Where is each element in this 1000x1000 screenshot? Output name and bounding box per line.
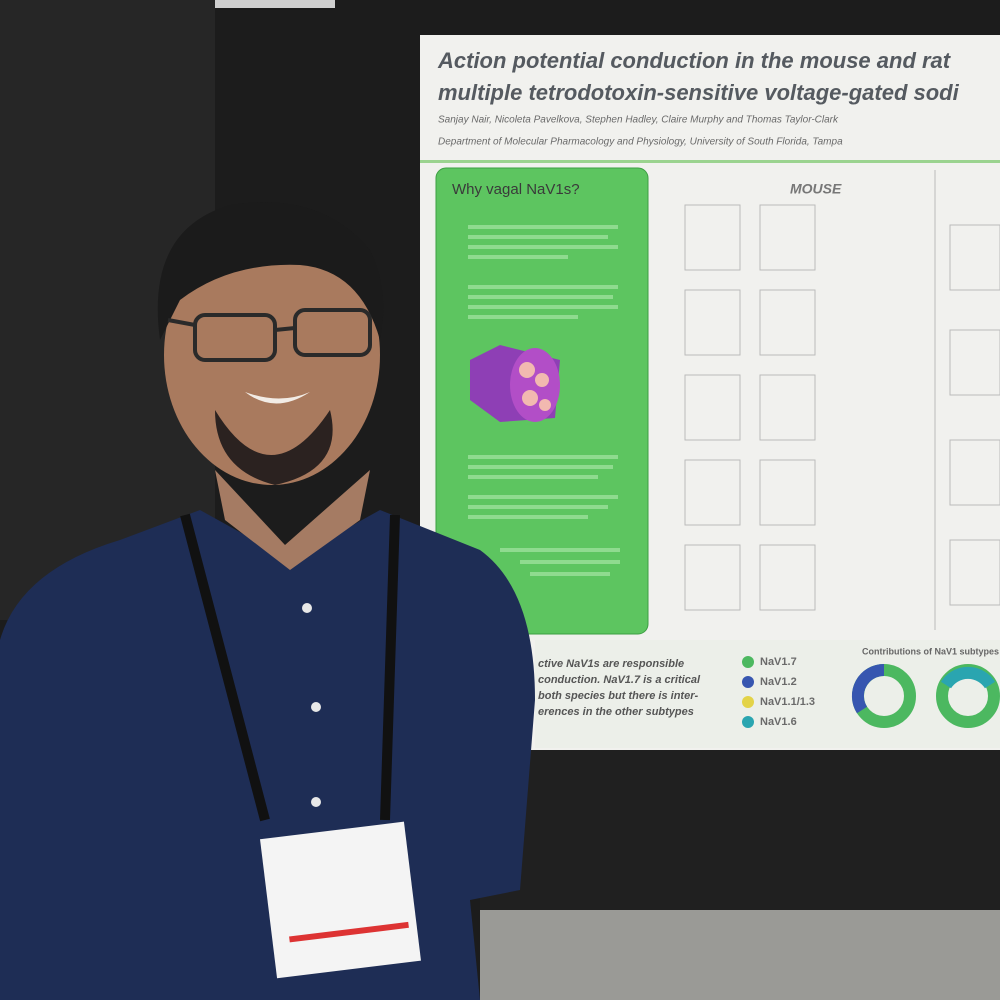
beard [215,410,333,485]
legend-label: NaV1.7 [760,656,797,668]
badge [260,821,421,979]
person [0,202,535,1000]
buttons [302,603,321,807]
panel-title: Why vagal NaV1s? [452,181,580,198]
legend-dot [742,696,754,708]
divider [420,160,1000,163]
section-label: MOUSE [790,181,842,197]
glasses [167,308,372,362]
teeth [245,392,310,404]
nerve-icon [470,345,560,422]
floor [480,900,1000,1000]
legend-label: NaV1.1/1.3 [760,696,815,708]
legend-label: NaV1.2 [760,676,797,688]
figure-grid [684,170,1000,630]
conclusion: both species but there is inter- [538,690,698,702]
poster-title: Action potential conduction in the mouse… [437,48,952,73]
affiliation: Department of Molecular Pharmacology and… [438,137,843,148]
hair [157,202,384,340]
donut-title: Contributions of NaV1 subtypes [862,646,999,656]
conclusion: conduction. NaV1.7 is a critical [538,674,701,686]
panel-text [468,225,620,576]
neck [215,470,370,570]
donut-segment [940,666,996,689]
legend-dot [742,716,754,728]
badge-stripe [289,921,409,943]
conclusion: erences in the other subtypes [538,706,694,718]
poster-title: multiple tetrodotoxin-sensitive voltage-… [438,80,960,105]
legend-dot [742,656,754,668]
authors: Sanjay Nair, Nicoleta Pavelkova, Stephen… [438,115,839,126]
legend-label: NaV1.6 [760,716,797,728]
conclusion-box [535,640,1000,748]
conclusion: ctive NaV1s are responsible [538,658,684,670]
paper-strip [215,0,335,8]
legend-dot [742,676,754,688]
board [480,750,1000,910]
donut-segment [851,663,885,714]
poster: Action potential conduction in the mouse… [420,35,1000,750]
lanyard [180,513,400,822]
shirt [0,510,535,1000]
